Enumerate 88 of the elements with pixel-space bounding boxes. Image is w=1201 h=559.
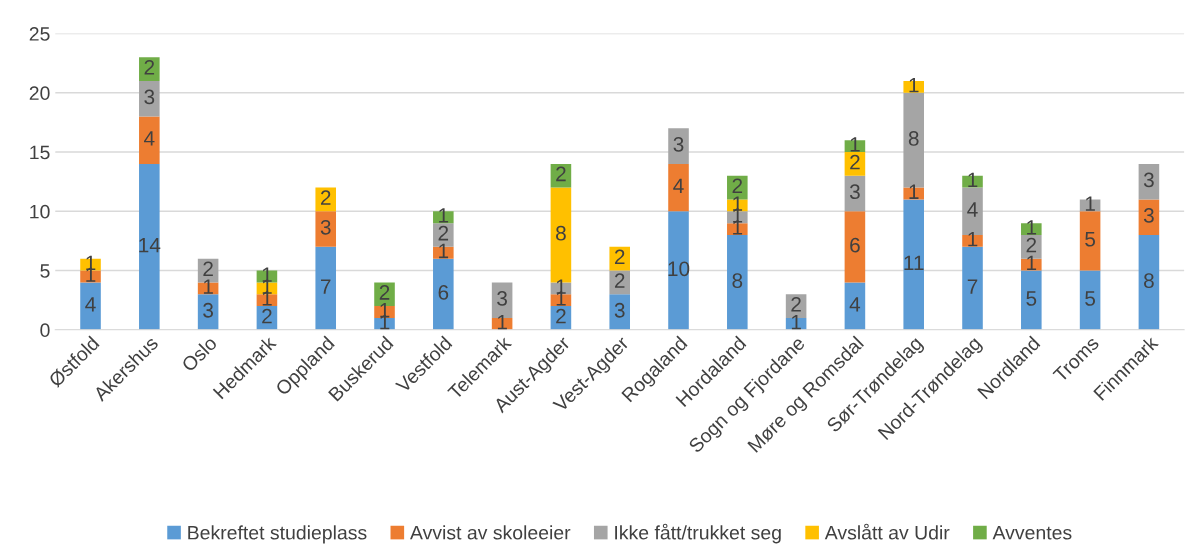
bar bbox=[668, 128, 689, 164]
data-label: 2 bbox=[203, 261, 213, 276]
bar bbox=[727, 235, 748, 330]
data-label: 2 bbox=[144, 59, 155, 75]
bar bbox=[1021, 270, 1042, 330]
data-label: 2 bbox=[732, 178, 743, 193]
legend-label: Avvist av skoleeier bbox=[410, 525, 571, 540]
data-label: 1 bbox=[497, 314, 507, 330]
data-label: 8 bbox=[732, 273, 743, 288]
legend-label: Avventes bbox=[992, 525, 1072, 540]
data-label: 2 bbox=[791, 296, 801, 312]
y-tick-label: 25 bbox=[29, 27, 50, 41]
bar bbox=[668, 163, 689, 212]
data-label: 3 bbox=[144, 89, 155, 105]
bar bbox=[1138, 235, 1160, 330]
data-label: 1 bbox=[791, 314, 801, 330]
data-label: 1 bbox=[439, 208, 449, 223]
data-label: 1 bbox=[1027, 220, 1037, 235]
data-label: 4 bbox=[849, 297, 861, 312]
data-label: 3 bbox=[673, 136, 684, 152]
bar bbox=[80, 282, 101, 330]
bar bbox=[844, 211, 866, 283]
bar bbox=[139, 116, 160, 164]
data-label: 5 bbox=[1085, 231, 1096, 247]
data-label: 5 bbox=[1026, 291, 1037, 306]
data-label: 3 bbox=[614, 302, 625, 318]
data-label: 3 bbox=[849, 184, 860, 200]
legend-label: Avslått av Udir bbox=[824, 523, 950, 540]
y-tick-label: 10 bbox=[30, 204, 50, 219]
bar bbox=[844, 282, 866, 330]
bar bbox=[315, 211, 337, 247]
bar bbox=[609, 246, 631, 271]
bar bbox=[1079, 270, 1101, 330]
bar bbox=[315, 246, 337, 330]
bar bbox=[668, 211, 689, 330]
data-label: 1 bbox=[203, 279, 213, 294]
data-label: 7 bbox=[321, 279, 331, 294]
data-label: 2 bbox=[850, 154, 860, 170]
bar bbox=[609, 294, 631, 330]
data-label: 1 bbox=[1085, 196, 1095, 211]
bar bbox=[433, 258, 454, 330]
data-label: 2 bbox=[379, 285, 390, 300]
data-label: 8 bbox=[1144, 273, 1154, 288]
data-label: 1 bbox=[909, 184, 919, 199]
data-label: 2 bbox=[262, 308, 272, 324]
data-label: 2 bbox=[438, 225, 449, 241]
data-label: 1 bbox=[850, 137, 860, 152]
data-label: 2 bbox=[556, 166, 566, 182]
data-label: 1 bbox=[968, 231, 978, 247]
legend-label: Ikke fått/trukket seg bbox=[615, 523, 781, 544]
bar bbox=[962, 246, 983, 330]
data-label: 3 bbox=[1143, 208, 1154, 223]
data-label: 6 bbox=[850, 237, 860, 253]
data-label: 6 bbox=[438, 285, 449, 300]
y-tick-label: 5 bbox=[40, 264, 50, 278]
data-label: 1 bbox=[968, 172, 978, 188]
bar bbox=[1138, 199, 1160, 235]
y-tick-label: 0 bbox=[40, 323, 50, 338]
data-label: 2 bbox=[614, 249, 625, 265]
data-label: 2 bbox=[1026, 237, 1037, 253]
data-label: 2 bbox=[556, 308, 566, 324]
data-label: 2 bbox=[614, 273, 625, 288]
data-label: 4 bbox=[673, 178, 684, 193]
legend-label: Bekreftet studieplass bbox=[188, 525, 367, 544]
bar bbox=[139, 163, 160, 330]
data-label: 7 bbox=[967, 279, 978, 294]
data-label: 11 bbox=[904, 255, 924, 271]
data-label: 5 bbox=[1085, 291, 1096, 306]
bar bbox=[139, 57, 160, 81]
data-label: 8 bbox=[556, 225, 566, 241]
data-label: 1 bbox=[909, 77, 919, 93]
data-label: 3 bbox=[320, 219, 331, 235]
data-label: 3 bbox=[497, 291, 507, 306]
bar bbox=[139, 80, 160, 117]
data-label: 3 bbox=[203, 302, 213, 318]
data-label: 4 bbox=[967, 202, 978, 217]
bar bbox=[903, 80, 924, 93]
bar bbox=[1079, 211, 1101, 271]
data-label: 3 bbox=[1143, 172, 1154, 188]
data-label: 4 bbox=[144, 131, 155, 146]
y-tick-label: 20 bbox=[29, 86, 50, 101]
data-label: 2 bbox=[320, 190, 331, 205]
data-label: 4 bbox=[85, 297, 96, 312]
data-label: 1 bbox=[439, 243, 449, 259]
y-tick-label: 15 bbox=[30, 145, 50, 160]
data-label: 8 bbox=[908, 131, 919, 146]
bar bbox=[903, 199, 924, 330]
data-label: 1 bbox=[1027, 255, 1037, 271]
